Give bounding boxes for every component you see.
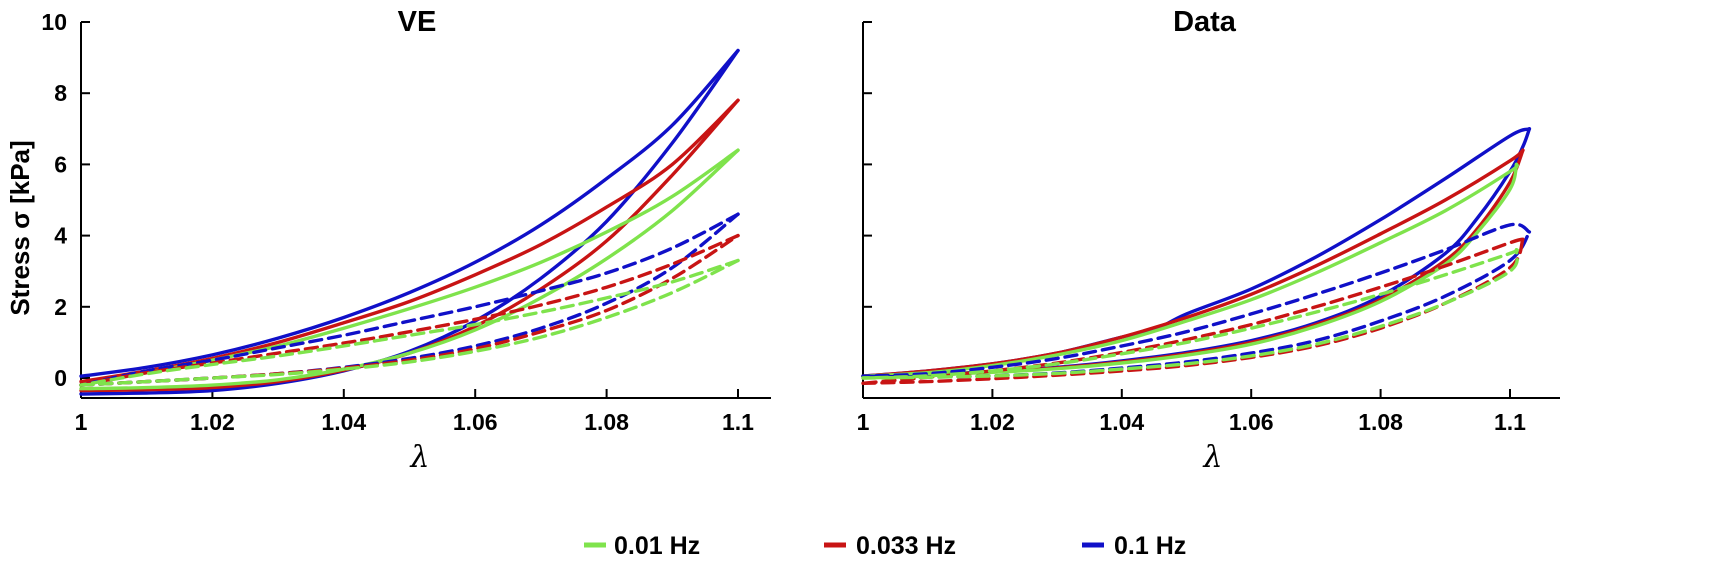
ve-y-axis-label: Stress σ [kPa] bbox=[5, 140, 35, 315]
ve-title: VE bbox=[398, 6, 437, 38]
ve-series-0-033-hz-dashed-loading bbox=[79, 233, 740, 387]
data-xtick-label-1-08: 1.08 bbox=[1358, 409, 1403, 435]
ve-series-0-01-hz-solid-loading bbox=[79, 148, 740, 391]
ve-ytick-label-4: 4 bbox=[54, 223, 67, 249]
ve-panel: 0 2 4 6 8 10 1 1.02 1.04 1.06 1.08 1.1 VE λ Stress σ [… bbox=[5, 6, 771, 475]
legend-label-0-033-hz: 0.033 Hz bbox=[856, 532, 956, 560]
legend-label-0-1-hz: 0.1 Hz bbox=[1114, 532, 1186, 560]
ve-series-0-033-hz-solid-unloading bbox=[79, 98, 740, 384]
ve-series-0-01-hz-dashed-unloading bbox=[79, 258, 740, 387]
legend: 0.01 Hz 0.033 Hz 0.1 Hz bbox=[584, 532, 1186, 560]
ve-xtick-label-1: 1 bbox=[75, 409, 88, 435]
ve-series-0-1-hz-solid-unloading bbox=[79, 48, 740, 378]
ve-xtick-label-1-08: 1.08 bbox=[584, 409, 629, 435]
ve-xtick-label-1-02: 1.02 bbox=[190, 409, 235, 435]
data-series-0-01-hz-solid-unloading bbox=[861, 162, 1520, 378]
ve-ytick-label-2: 2 bbox=[54, 294, 67, 320]
ve-xtick-label-1-04: 1.04 bbox=[321, 409, 366, 435]
ve-series-0-033-hz-solid-loading bbox=[79, 98, 740, 393]
legend-label-0-01-hz: 0.01 Hz bbox=[614, 532, 700, 560]
ve-series-0-01-hz-dashed-loading bbox=[79, 258, 740, 387]
ve-ytick-label-6: 6 bbox=[54, 151, 67, 177]
ve-ytick-label-0: 0 bbox=[54, 365, 67, 391]
data-xtick-label-1: 1 bbox=[857, 409, 870, 435]
ve-xtick-label-1-1: 1.1 bbox=[722, 409, 754, 435]
data-panel: 1 1.02 1.04 1.06 1.08 1.1 Data λ bbox=[857, 6, 1560, 475]
ve-series-0-1-hz-dashed-unloading bbox=[79, 212, 740, 387]
ve-ytick-label-10: 10 bbox=[41, 9, 67, 35]
ve-ytick-label-8: 8 bbox=[54, 80, 67, 106]
data-title: Data bbox=[1173, 6, 1237, 38]
data-xtick-label-1-02: 1.02 bbox=[970, 409, 1015, 435]
ve-series-0-01-hz-solid-unloading bbox=[79, 148, 740, 387]
data-series-0-033-hz-dashed-unloading bbox=[861, 237, 1525, 385]
data-xtick-label-1-06: 1.06 bbox=[1229, 409, 1274, 435]
data-xtick-label-1-04: 1.04 bbox=[1099, 409, 1144, 435]
data-x-axis-label: λ bbox=[1202, 440, 1222, 475]
data-series-0-01-hz-dashed-loading bbox=[861, 248, 1519, 380]
ve-x-axis-label: λ bbox=[409, 440, 429, 475]
ve-series-0-1-hz-solid-loading bbox=[79, 48, 740, 396]
data-series-0-033-hz-solid-loading bbox=[861, 148, 1525, 378]
ve-xtick-label-1-06: 1.06 bbox=[453, 409, 498, 435]
data-series-0-01-hz-dashed-unloading bbox=[861, 248, 1520, 380]
data-xtick-label-1-1: 1.1 bbox=[1494, 409, 1526, 435]
data-series-0-1-hz-dashed-unloading bbox=[861, 222, 1532, 378]
data-series-0-033-hz-solid-unloading bbox=[861, 148, 1525, 378]
